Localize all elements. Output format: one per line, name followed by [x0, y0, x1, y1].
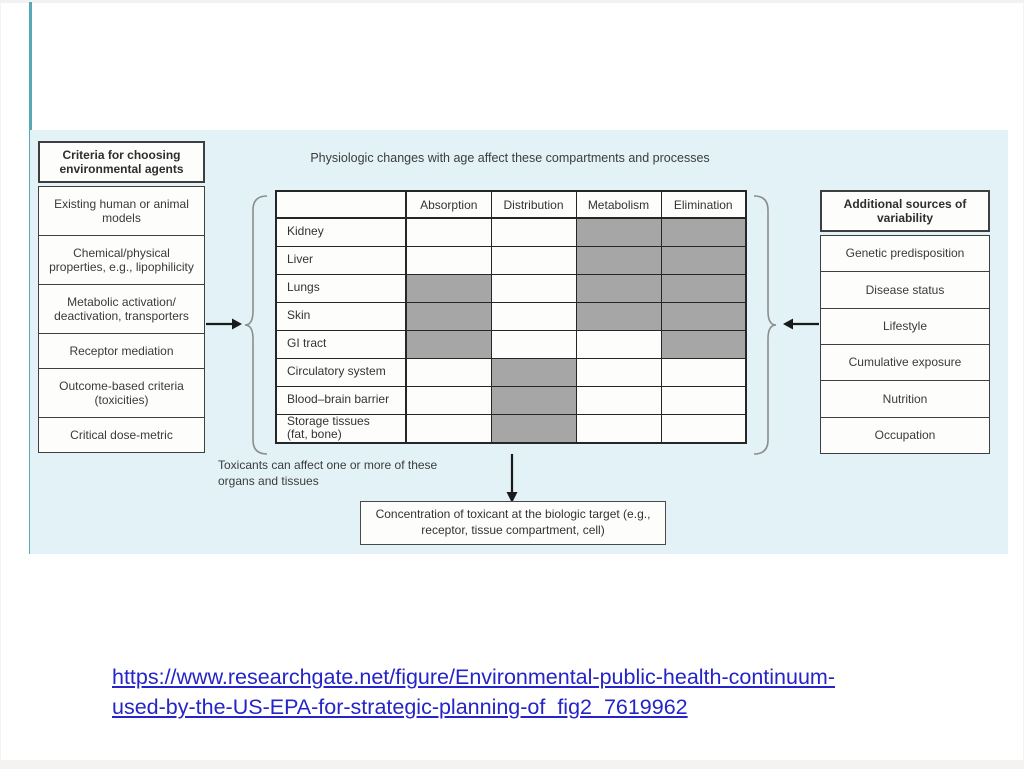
row-label-1: Liver: [275, 245, 407, 275]
matrix-cell-2-3: [660, 273, 747, 303]
table-row-1: Liver: [275, 245, 747, 275]
variability-item-3: Cumulative exposure: [821, 345, 989, 382]
matrix-cell-2-2: [575, 273, 662, 303]
right-brace-icon: [753, 195, 777, 455]
variability-item-5: Occupation: [874, 428, 936, 443]
table-row-7: Storage tissues (fat, bone): [275, 413, 747, 444]
matrix-cell-2-0: [405, 273, 492, 303]
matrix-cell-3-3: [660, 301, 747, 331]
top-caption: Physiologic changes with age affect thes…: [310, 151, 710, 165]
row-label-4: GI tract: [275, 329, 407, 359]
target-box: Concentration of toxicant at the biologi…: [360, 501, 666, 545]
left-brace-icon: [244, 195, 268, 455]
table-header-row: Absorption Distribution Metabolism Eliminat…: [275, 190, 747, 219]
table-row-0: Kidney: [275, 217, 747, 247]
criteria-item-0: Existing human or animal models: [39, 187, 204, 237]
criteria-item-3: Receptor mediation: [39, 334, 204, 370]
bottom-edge-strip: [0, 760, 1024, 769]
matrix-cell-4-0: [405, 329, 492, 359]
matrix-cell-1-1: [490, 245, 577, 275]
column-header-2: Metabolism: [575, 190, 662, 219]
matrix-cell-7-3: [660, 413, 747, 444]
variability-header-label: Additional sources of variability: [843, 196, 967, 225]
column-header-3: Elimination: [660, 190, 747, 219]
column-header-1: Distribution: [490, 190, 577, 219]
criteria-item-2: Metabolic activation/ deactivation, tran…: [39, 285, 204, 335]
matrix-cell-6-0: [405, 385, 492, 415]
matrix-cell-6-3: [660, 385, 747, 415]
matrix-cell-4-2: [575, 329, 662, 359]
row-label-6: Blood–brain barrier: [275, 385, 407, 415]
matrix-cell-0-3: [660, 217, 747, 247]
variability-item-2: Lifestyle: [821, 309, 989, 345]
table-row-3: Skin: [275, 301, 747, 331]
table-body: Kidney Liver Lungs Skin GI tract Circulatory …: [275, 217, 747, 444]
matrix-cell-0-1: [490, 217, 577, 247]
matrix-cell-1-2: [575, 245, 662, 275]
variability-stack: Genetic predisposition Disease status Life…: [820, 235, 990, 454]
variability-header-box: Additional sources of variability: [820, 190, 990, 232]
criteria-stack: Existing human or animal models Chemical/…: [38, 186, 205, 453]
toxicants-caption: Toxicants can affect one or more of thes…: [218, 458, 438, 488]
source-link-block: https://www.researchgate.net/figure/Envi…: [112, 662, 942, 722]
matrix-cell-4-3: [660, 329, 747, 359]
matrix-cell-0-2: [575, 217, 662, 247]
matrix-cell-5-2: [575, 357, 662, 387]
target-box-label: Concentration of toxicant at the biologi…: [375, 507, 651, 537]
left-arrow-icon: [783, 318, 819, 330]
matrix-cell-5-3: [660, 357, 747, 387]
matrix-cell-7-2: [575, 413, 662, 444]
table-row-5: Circulatory system: [275, 357, 747, 387]
row-label-7: Storage tissues (fat, bone): [275, 413, 407, 444]
matrix-cell-3-0: [405, 301, 492, 331]
table-row-6: Blood–brain barrier: [275, 385, 747, 415]
matrix-cell-5-0: [405, 357, 492, 387]
criteria-header-box: Criteria for choosing environmental agen…: [38, 141, 205, 183]
criteria-item-4: Outcome-based criteria (toxicities): [39, 369, 204, 419]
right-arrow-icon: [206, 318, 242, 330]
table-row-2: Lungs: [275, 273, 747, 303]
row-label-5: Circulatory system: [275, 357, 407, 387]
row-label-2: Lungs: [275, 273, 407, 303]
table-row-4: GI tract: [275, 329, 747, 359]
matrix-cell-1-3: [660, 245, 747, 275]
figure-panel: Criteria for choosing environmental agen…: [30, 130, 1008, 554]
matrix-cell-3-1: [490, 301, 577, 331]
criteria-item-5: Critical dose-metric: [70, 427, 173, 442]
matrix-cell-0-0: [405, 217, 492, 247]
matrix-cell-4-1: [490, 329, 577, 359]
row-label-0: Kidney: [275, 217, 407, 247]
matrix-cell-7-1: [490, 413, 577, 444]
matrix-cell-5-1: [490, 357, 577, 387]
variability-item-1: Disease status: [821, 272, 989, 309]
matrix-cell-7-0: [405, 413, 492, 444]
matrix-cell-6-2: [575, 385, 662, 415]
source-link[interactable]: https://www.researchgate.net/figure/Envi…: [112, 665, 836, 719]
criteria-item-1: Chemical/physical properties, e.g., lipo…: [39, 236, 204, 286]
process-table: Absorption Distribution Metabolism Eliminat…: [275, 190, 747, 445]
row-label-3: Skin: [275, 301, 407, 331]
matrix-cell-6-1: [490, 385, 577, 415]
table-corner-cell: [275, 190, 407, 219]
criteria-header-label: Criteria for choosing environmental agen…: [59, 147, 184, 176]
table-head: Absorption Distribution Metabolism Eliminat…: [275, 190, 747, 219]
variability-item-4: Nutrition: [821, 381, 989, 418]
matrix-cell-2-1: [490, 273, 577, 303]
matrix-cell-3-2: [575, 301, 662, 331]
down-arrow-icon: [506, 454, 518, 503]
matrix-cell-1-0: [405, 245, 492, 275]
variability-item-0: Genetic predisposition: [821, 236, 989, 273]
column-header-0: Absorption: [405, 190, 492, 219]
